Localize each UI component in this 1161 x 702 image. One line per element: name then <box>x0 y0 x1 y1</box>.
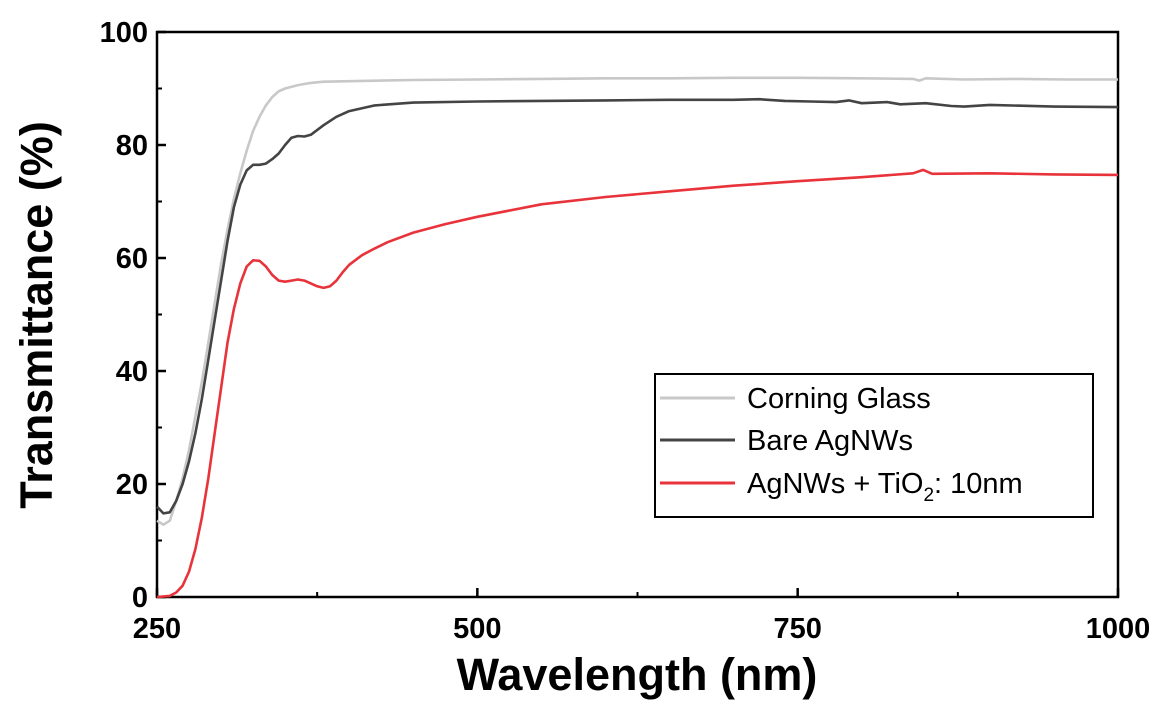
y-tick-label: 40 <box>116 356 148 388</box>
y-tick-label: 80 <box>116 130 148 162</box>
series-line-bare-agnws <box>156 97 1119 515</box>
y-tick-label: 60 <box>116 243 148 275</box>
legend-label-agnws-tio2: AgNWs + TiO2: 10nm <box>747 468 1023 506</box>
y-tick-label: 100 <box>100 17 148 49</box>
x-tick-label: 250 <box>133 613 181 645</box>
x-axis-ticks: 250 500 750 1000 <box>133 588 1150 645</box>
y-axis-ticks: 0 20 40 60 80 100 <box>100 17 166 614</box>
legend-label-agnws-tio2-subscript: 2 <box>923 485 934 506</box>
x-tick-label: 1000 <box>1086 613 1151 645</box>
series-lines <box>156 76 1119 599</box>
legend-label-agnws-tio2-suffix: : 10nm <box>934 468 1023 500</box>
x-tick-label: 750 <box>773 613 821 645</box>
x-axis-title: Wavelength (nm) <box>457 649 818 700</box>
series-line-agnws-tio-10nm <box>156 168 1119 599</box>
series-line-corning-glass <box>156 76 1118 526</box>
y-tick-label: 0 <box>132 582 148 614</box>
legend-label-agnws-tio2-main: AgNWs + TiO <box>747 468 923 500</box>
legend: Corning Glass Bare AgNWs AgNWs + TiO2: 1… <box>654 373 1094 518</box>
x-tick-label: 500 <box>453 613 501 645</box>
y-tick-label: 20 <box>116 469 148 501</box>
y-axis-title: Transmittance (%) <box>11 121 62 509</box>
legend-label-corning-glass: Corning Glass <box>747 383 931 415</box>
legend-label-bare-agnws: Bare AgNWs <box>747 425 913 457</box>
